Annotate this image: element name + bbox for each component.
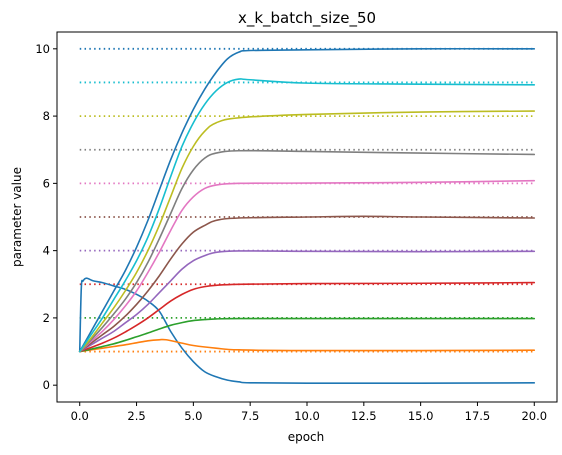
series-line xyxy=(78,215,536,353)
y-tick-label: 4 xyxy=(43,244,50,258)
y-axis-label: parameter value xyxy=(10,167,24,267)
series-line xyxy=(78,338,536,353)
x-tick-label: 0.0 xyxy=(71,409,89,423)
y-axis: 0 2 4 6 8 10 xyxy=(35,42,57,392)
x-axis-label: epoch xyxy=(288,430,325,444)
plot-area xyxy=(78,47,536,385)
series-line xyxy=(78,281,536,353)
chart-title: x_k_batch_size_50 xyxy=(238,9,376,28)
series-line xyxy=(78,250,536,353)
x-tick-label: 7.5 xyxy=(241,409,259,423)
series-line xyxy=(78,47,536,353)
x-tick-label: 2.5 xyxy=(127,409,145,423)
x-axis: 0.0 2.5 5.0 7.5 10.0 12.5 15.0 17.5 20.0 xyxy=(71,402,547,423)
x-tick-label: 10.0 xyxy=(294,409,320,423)
series-line xyxy=(78,317,536,353)
series-line xyxy=(78,277,536,385)
y-tick-label: 6 xyxy=(43,176,50,190)
series-line xyxy=(78,149,536,353)
x-tick-label: 12.5 xyxy=(351,409,377,423)
y-tick-label: 0 xyxy=(43,378,50,392)
y-tick-label: 2 xyxy=(43,311,50,325)
y-tick-label: 10 xyxy=(35,42,50,56)
x-tick-label: 5.0 xyxy=(184,409,202,423)
y-tick-label: 8 xyxy=(43,109,50,123)
x-tick-label: 20.0 xyxy=(521,409,547,423)
series-line xyxy=(78,78,536,353)
x-tick-label: 17.5 xyxy=(465,409,491,423)
x-tick-label: 15.0 xyxy=(408,409,434,423)
series-line xyxy=(78,110,536,353)
series-line xyxy=(78,179,536,353)
